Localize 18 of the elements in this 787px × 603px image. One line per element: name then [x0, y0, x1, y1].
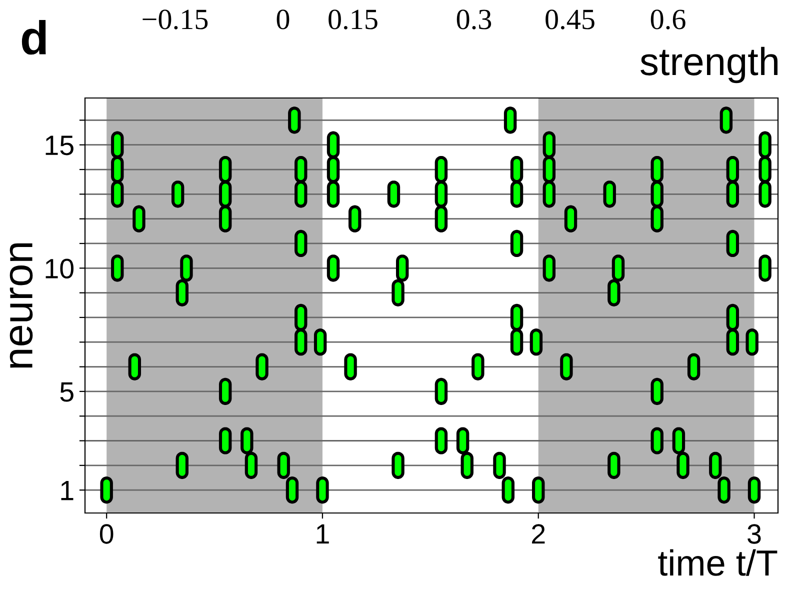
text: 0	[276, 10, 290, 30]
text: 0.45	[546, 10, 594, 30]
text: strength	[640, 46, 778, 84]
text: d	[22, 20, 46, 55]
text: 0.6	[650, 10, 686, 30]
x-tick-label: 0	[100, 524, 114, 544]
y-tick-label: 5	[60, 382, 74, 402]
x-tick-label: 2	[532, 524, 545, 544]
text: −0.15	[142, 10, 208, 30]
x-tick-label: 3	[748, 524, 761, 544]
text: 0.15	[328, 10, 378, 30]
y-tick-label: 1	[61, 481, 74, 500]
x-axis-title: time t/T	[658, 549, 778, 576]
y-axis-title: neuron	[10, 243, 33, 368]
text: 0.3	[456, 10, 492, 30]
x-tick-label: 1	[316, 524, 329, 544]
y-tick-label: 10	[46, 258, 74, 278]
y-tick-label: 15	[46, 136, 74, 156]
